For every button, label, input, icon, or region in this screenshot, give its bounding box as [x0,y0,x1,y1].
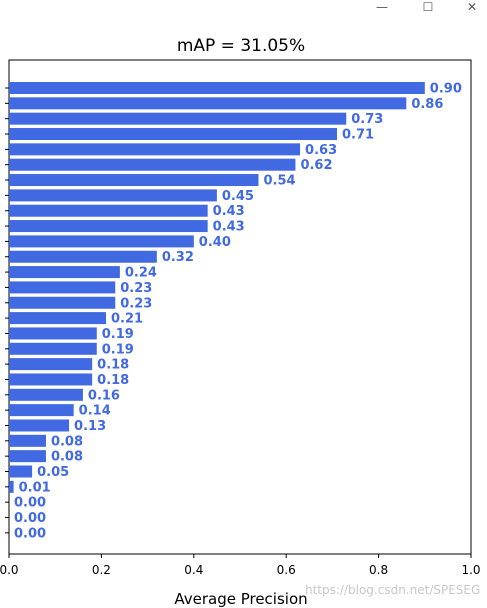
x-tick-label: 0.6 [277,563,296,577]
bar-value-label: 0.00 [14,496,46,511]
bar-value-label: 0.18 [97,373,129,388]
close-button[interactable]: ✕ [462,0,482,14]
bar [9,358,93,371]
bar-value-label: 0.00 [14,526,46,541]
bar-value-label: 0.23 [120,281,152,296]
bar [9,434,46,447]
bar [9,480,14,493]
bar-value-label: 0.90 [430,82,462,97]
bar [9,143,301,156]
bar [9,312,107,325]
bar-value-label: 0.08 [51,450,83,465]
bar [9,128,338,141]
bar [9,388,83,401]
bar-value-label: 0.71 [342,128,374,143]
bar-value-label: 0.01 [19,480,51,495]
bar [9,419,70,432]
bar-value-label: 0.14 [79,404,111,419]
bar [9,112,347,125]
bar [9,266,120,279]
bar-value-label: 0.54 [263,174,295,189]
maximize-icon: ☐ [422,0,434,14]
x-tick-label: 0.4 [184,563,203,577]
y-ticks-group [5,87,9,534]
x-ticks-group: 0.0 0.2 0.4 0.6 0.8 1.0 [0,554,481,577]
bar [9,235,194,248]
x-tick-label: 0.0 [0,563,19,577]
bar-value-label: 0.43 [213,204,245,219]
bar [9,373,93,386]
bar-value-label: 0.21 [111,312,143,327]
bar [9,281,116,294]
bar-value-label: 0.13 [74,419,106,434]
x-axis-label: Average Precision [174,590,307,608]
bar [9,220,208,233]
bars-group [9,82,425,493]
bar [9,97,407,110]
bar-value-label: 0.23 [120,296,152,311]
maximize-button[interactable]: ☐ [418,0,438,14]
bar-value-label: 0.43 [213,220,245,235]
bar-value-label: 0.63 [305,143,337,158]
chart-title: mAP = 31.05% [177,36,305,56]
bar-value-label: 0.32 [162,250,194,265]
bar [9,296,116,309]
bar [9,450,46,463]
bar-value-label: 0.24 [125,266,157,281]
close-icon: ✕ [466,0,478,14]
bar [9,174,259,187]
bar [9,82,425,94]
x-tick-label: 0.2 [92,563,111,577]
bar-value-label: 0.40 [199,235,231,250]
bar [9,342,97,355]
x-tick-label: 1.0 [461,563,480,577]
bar-value-label: 0.08 [51,434,83,449]
bar-value-label: 0.19 [102,342,134,357]
bar-value-label: 0.62 [300,158,332,173]
bar-value-label: 0.45 [222,189,254,204]
bar [9,465,33,478]
x-tick-label: 0.8 [369,563,388,577]
bar [9,189,217,202]
bar-value-label: 0.00 [14,511,46,526]
bar [9,327,97,340]
bar-value-label: 0.16 [88,388,120,403]
bar [9,204,208,217]
bar [9,404,74,417]
bar-value-label: 0.19 [102,327,134,342]
watermark: https://blog.csdn.net/SPESEG [305,583,481,597]
bar-value-label: 0.18 [97,358,129,373]
window-titlebar: — ☐ ✕ [0,0,487,14]
bar [9,158,296,171]
bar [9,250,157,263]
value-labels-group: 0.900.860.730.710.630.620.540.450.430.43… [14,82,462,542]
bar-value-label: 0.05 [37,465,69,480]
minimize-button[interactable]: — [372,0,392,14]
minimize-icon: — [376,0,388,14]
bar-value-label: 0.73 [351,112,383,127]
bar-value-label: 0.86 [411,97,443,112]
